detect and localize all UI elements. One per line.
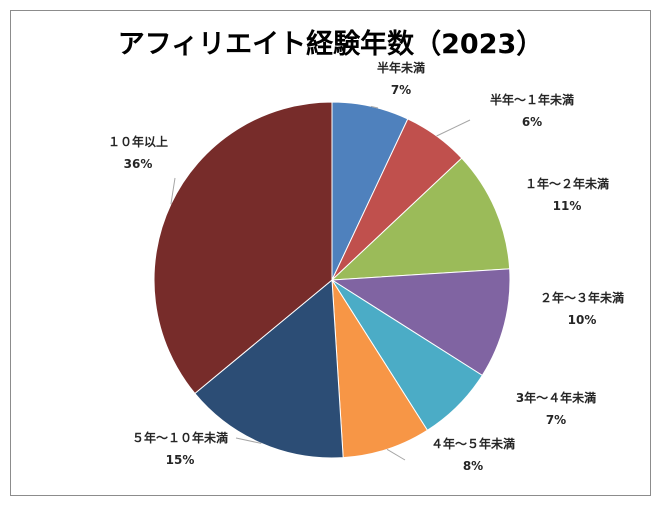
leader-line bbox=[235, 437, 262, 444]
slice-category-label: ４年～５年未満 bbox=[431, 436, 515, 451]
slice-value-label: 8% bbox=[463, 459, 483, 473]
pie-slices bbox=[153, 101, 511, 459]
slice-value-label: 10% bbox=[568, 313, 597, 327]
slice-labels: 半年未満 7% 半年～１年未満 6% １年～２年未満 11% ２年～３年未満 10% 3年～４年… bbox=[108, 60, 624, 473]
leader-line bbox=[370, 105, 379, 109]
pie-slice bbox=[194, 278, 344, 459]
pie-slice bbox=[331, 279, 429, 459]
slice-category-label: １０年以上 bbox=[108, 134, 168, 149]
leader-line bbox=[436, 119, 471, 137]
slice-category-label: １年～２年未満 bbox=[525, 176, 609, 191]
pie-slice bbox=[153, 101, 333, 395]
leader-line bbox=[170, 177, 176, 205]
slice-category-label: 半年未満 bbox=[377, 60, 425, 75]
slice-category-label: ２年～３年未満 bbox=[540, 290, 624, 305]
slice-value-label: 11% bbox=[553, 199, 582, 213]
slice-value-label: 6% bbox=[522, 115, 542, 129]
slice-category-label: 3年～４年未満 bbox=[516, 390, 596, 405]
slice-value-label: 36% bbox=[124, 157, 153, 171]
pie-slice bbox=[330, 268, 511, 377]
chart-title: アフィリエイト経験年数（2023） bbox=[117, 29, 544, 60]
slice-value-label: 15% bbox=[166, 453, 195, 467]
leader-line bbox=[386, 448, 406, 461]
slice-category-label: 半年～１年未満 bbox=[490, 92, 574, 107]
pie-slice bbox=[330, 157, 511, 281]
leader-lines bbox=[170, 105, 471, 461]
slice-value-label: 7% bbox=[546, 413, 566, 427]
slice-value-label: 7% bbox=[391, 83, 411, 97]
slice-category-label: ５年～１０年未満 bbox=[132, 430, 228, 445]
